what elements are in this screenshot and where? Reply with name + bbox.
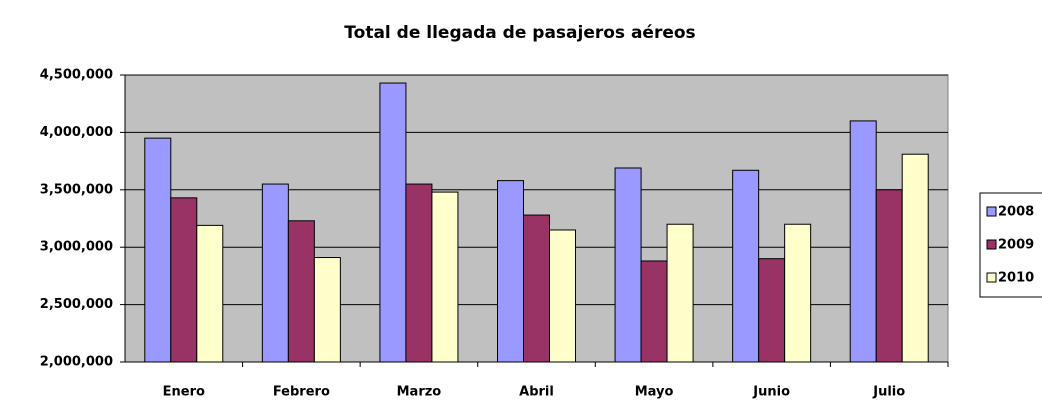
x-tick-label: Febrero [273, 385, 330, 400]
bar [431, 191, 459, 363]
y-tick-label: 2,000,000 [40, 355, 113, 370]
y-tick-label: 4,000,000 [40, 125, 113, 140]
x-tick-label: Abril [519, 385, 554, 400]
bar [875, 189, 903, 363]
x-tick-label: Marzo [397, 385, 442, 400]
y-tick-label: 3,500,000 [40, 182, 113, 197]
y-tick-label: 4,500,000 [40, 68, 113, 83]
bar [784, 223, 812, 363]
bar [732, 169, 760, 363]
bar [313, 257, 341, 363]
x-tick-label: Mayo [635, 385, 674, 400]
bar [287, 220, 315, 363]
bar [261, 183, 289, 363]
bar [549, 229, 576, 363]
bar [144, 137, 172, 363]
chart-title: Total de llegada de pasajeros aéreos [344, 23, 695, 43]
legend-label: 2010 [998, 271, 1034, 286]
x-tick-label: Enero [163, 385, 205, 400]
bar [379, 82, 407, 363]
x-tick-label: Julio [872, 385, 905, 400]
bar [758, 258, 786, 363]
bar [640, 260, 668, 363]
bar [196, 224, 224, 363]
legend-swatch [986, 272, 997, 283]
legend-label: 2009 [998, 238, 1034, 253]
legend-swatch [986, 239, 997, 250]
bar [614, 167, 642, 363]
legend-label: 2008 [998, 205, 1034, 220]
bar [523, 214, 550, 363]
x-tick-label: Junio [752, 385, 790, 400]
bar [170, 197, 198, 363]
bar [405, 183, 433, 363]
y-tick-label: 2,500,000 [40, 297, 113, 312]
bar [666, 223, 694, 363]
legend-swatch [986, 206, 997, 217]
y-tick-label: 3,000,000 [40, 240, 113, 255]
bar [497, 180, 524, 363]
bar [849, 120, 877, 363]
bar [901, 153, 929, 363]
